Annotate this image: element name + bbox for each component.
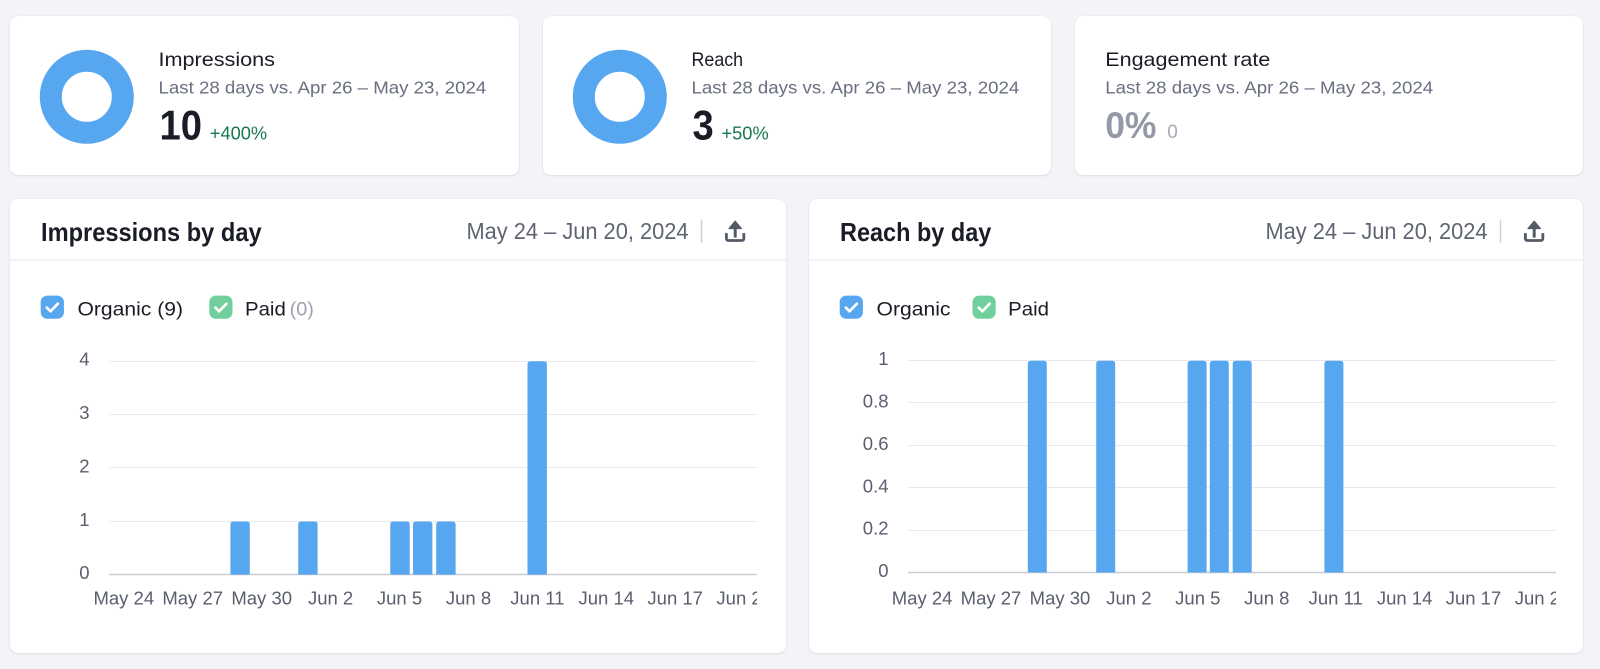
svg-text:Jun 8: Jun 8 <box>1244 587 1289 608</box>
svg-text:3: 3 <box>79 402 89 423</box>
svg-text:4: 4 <box>79 349 89 370</box>
svg-text:Jun 17: Jun 17 <box>647 587 703 608</box>
svg-text:May 24 – Jun 20, 2024: May 24 – Jun 20, 2024 <box>467 218 689 244</box>
svg-text:2: 2 <box>79 455 89 476</box>
svg-text:10: 10 <box>160 102 203 149</box>
svg-text:Jun 20: Jun 20 <box>716 587 772 608</box>
svg-text:0.8: 0.8 <box>863 391 889 412</box>
svg-text:Engagement rate: Engagement rate <box>1105 49 1270 71</box>
svg-text:Reach by day: Reach by day <box>840 217 992 247</box>
svg-text:(0): (0) <box>290 299 314 321</box>
svg-text:+400%: +400% <box>210 123 267 144</box>
svg-text:0.4: 0.4 <box>863 475 889 496</box>
svg-text:0: 0 <box>878 560 888 581</box>
svg-text:Impressions by day: Impressions by day <box>41 217 262 247</box>
svg-text:0: 0 <box>79 562 89 583</box>
svg-text:Jun 2: Jun 2 <box>308 587 353 608</box>
svg-text:Last 28 days vs. Apr 26 – May: Last 28 days vs. Apr 26 – May 23, 2024 <box>1105 78 1433 98</box>
svg-text:0: 0 <box>1167 122 1178 143</box>
svg-text:Jun 2: Jun 2 <box>1106 587 1151 608</box>
svg-text:Organic (9): Organic (9) <box>78 299 184 321</box>
svg-text:1: 1 <box>79 509 89 530</box>
svg-text:Jun 17: Jun 17 <box>1446 587 1502 608</box>
svg-text:Jun 8: Jun 8 <box>446 587 491 608</box>
svg-text:Jun 14: Jun 14 <box>579 587 635 608</box>
svg-text:May 27: May 27 <box>961 587 1022 608</box>
svg-text:0%: 0% <box>1105 105 1156 146</box>
svg-text:0.2: 0.2 <box>863 518 889 539</box>
svg-text:May 27: May 27 <box>162 587 223 608</box>
svg-text:+50%: +50% <box>722 123 769 144</box>
svg-text:May 24: May 24 <box>892 587 953 608</box>
svg-text:Jun 5: Jun 5 <box>1175 587 1220 608</box>
svg-text:Paid: Paid <box>245 299 286 321</box>
svg-text:May 24: May 24 <box>93 587 154 608</box>
svg-text:May 30: May 30 <box>231 587 292 608</box>
svg-text:Organic: Organic <box>877 299 951 321</box>
svg-text:Reach: Reach <box>692 49 744 71</box>
svg-text:3: 3 <box>693 102 714 149</box>
svg-text:May 30: May 30 <box>1030 587 1091 608</box>
svg-text:Jun 11: Jun 11 <box>1309 587 1363 608</box>
svg-text:1: 1 <box>878 348 888 369</box>
svg-text:Last 28 days vs. Apr 26 – May: Last 28 days vs. Apr 26 – May 23, 2024 <box>692 78 1020 98</box>
svg-text:Jun 5: Jun 5 <box>377 587 422 608</box>
svg-text:May 24 – Jun 20, 2024: May 24 – Jun 20, 2024 <box>1266 218 1488 244</box>
svg-text:Paid: Paid <box>1008 299 1049 321</box>
svg-text:Impressions: Impressions <box>159 49 276 71</box>
svg-text:Jun 14: Jun 14 <box>1377 587 1433 608</box>
svg-text:0.6: 0.6 <box>863 433 889 454</box>
svg-text:Last 28 days vs. Apr 26 – May: Last 28 days vs. Apr 26 – May 23, 2024 <box>159 78 487 98</box>
svg-text:Jun 11: Jun 11 <box>510 587 564 608</box>
svg-text:Jun 20: Jun 20 <box>1515 587 1571 608</box>
